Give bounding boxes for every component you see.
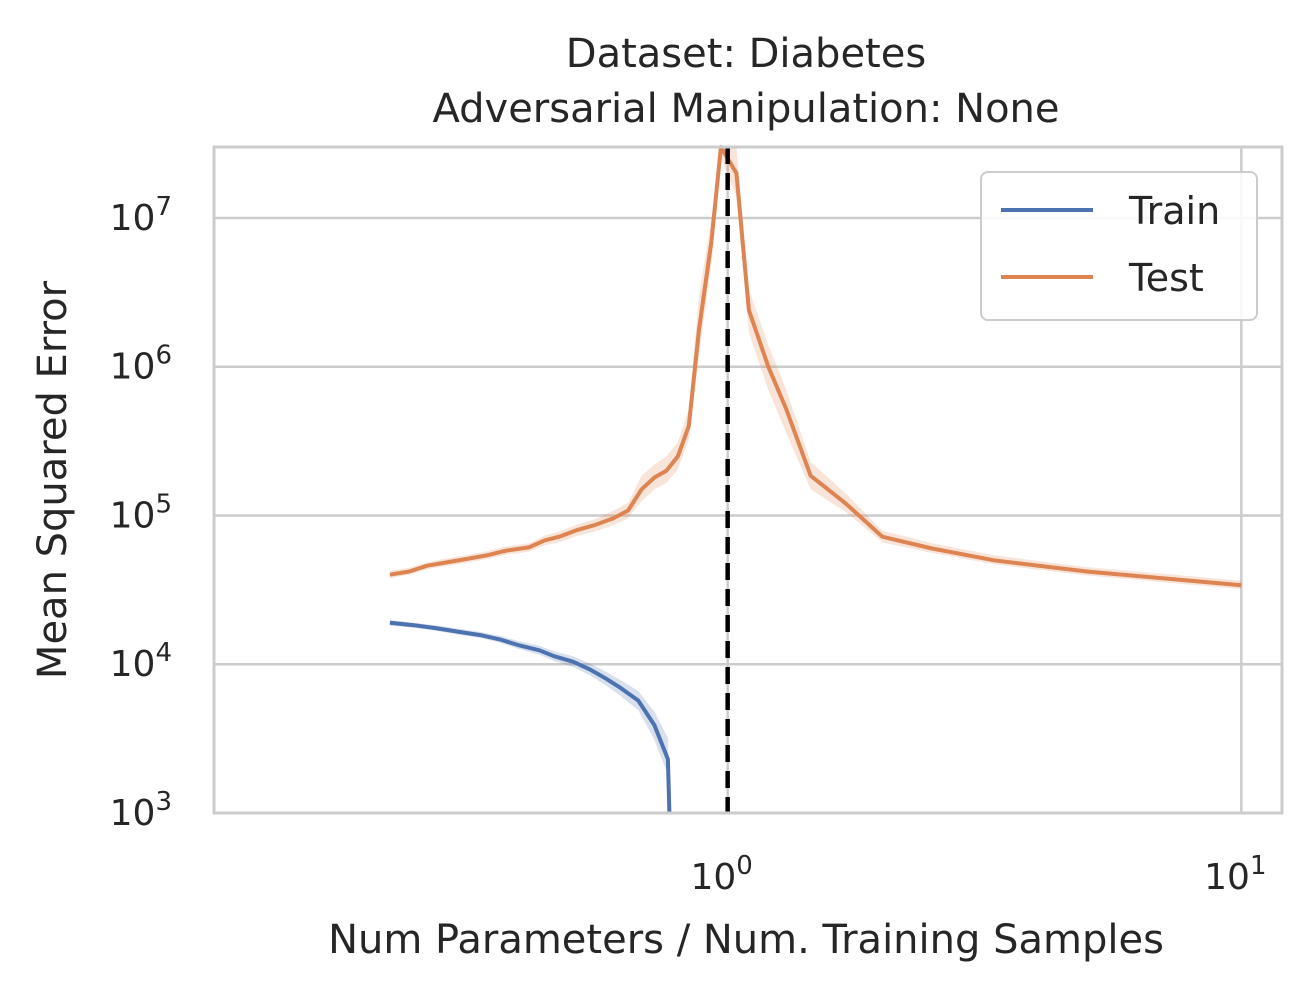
x-axis-label: Num Parameters / Num. Training Samples xyxy=(328,917,1164,963)
plot-frame xyxy=(212,145,1284,815)
test-series-line xyxy=(389,145,1242,588)
x-tick-label: 100 xyxy=(690,851,752,898)
legend-label-train: Train xyxy=(1128,189,1220,233)
series-lines xyxy=(389,145,1242,814)
x-axis-ticks: 100 101 xyxy=(690,851,1266,898)
y-axis-ticks: 103 104 105 106 107 xyxy=(110,192,172,834)
y-tick-label: 107 xyxy=(110,192,172,239)
y-tick-label: 106 xyxy=(110,341,172,388)
y-tick-label: 104 xyxy=(110,638,172,685)
y-tick-label: 105 xyxy=(110,489,172,536)
legend: Train Test xyxy=(980,171,1258,321)
y-tick-label: 103 xyxy=(110,787,172,834)
chart-subtitle: Adversarial Manipulation: None xyxy=(432,86,1059,132)
legend-label-test: Test xyxy=(1128,256,1204,300)
train-series-line xyxy=(389,620,672,814)
y-axis-label: Mean Squared Error xyxy=(30,280,76,679)
chart-title: Dataset: Diabetes xyxy=(566,31,926,77)
x-tick-label: 101 xyxy=(1204,851,1266,898)
